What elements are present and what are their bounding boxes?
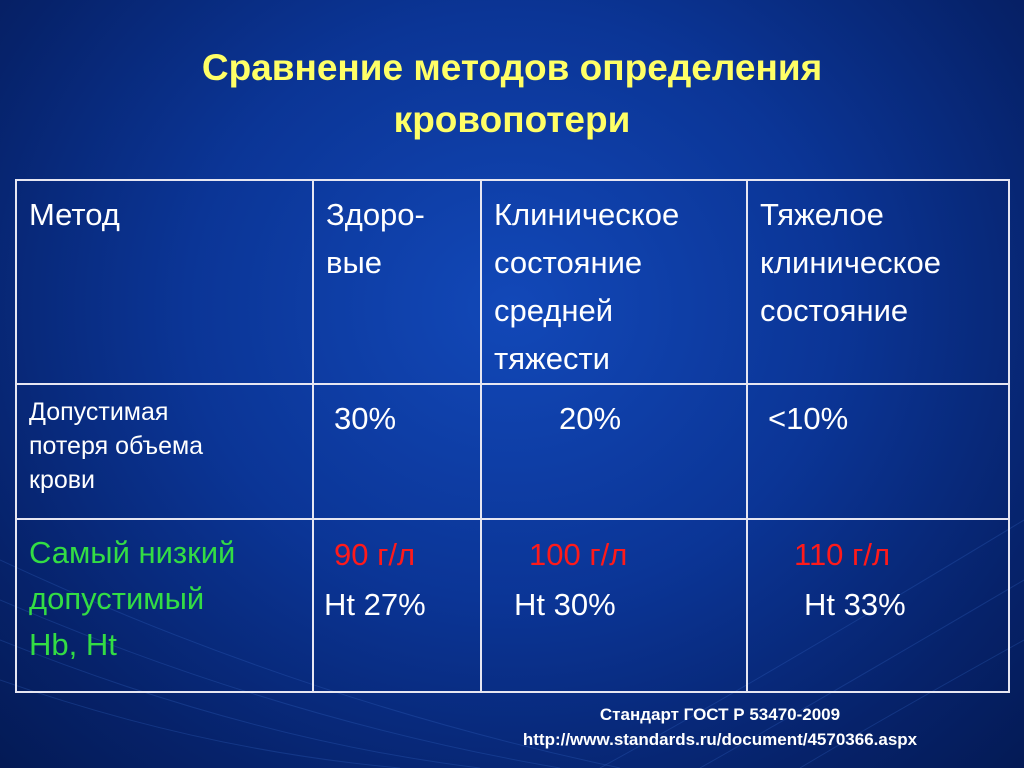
volume-healthy-value: 30% [334,401,397,436]
header-moderate-line-3: средней [494,293,614,328]
header-severe-line-1: Тяжелое [760,197,884,232]
header-cell-healthy: Здоро- вые [312,179,482,385]
volume-moderate-value: 20% [559,401,622,436]
header-cell-method: Метод [15,179,314,385]
comparison-table: Метод Здоро- вые Клиническое состояние с… [15,179,1010,693]
table-header-row: Метод Здоро- вые Клиническое состояние с… [15,179,1010,385]
volume-severe-cell: <10% [746,383,1010,520]
table-row-volume: Допустимая потеря объема крови 30% 20% <… [15,383,1010,520]
volume-label-line-1: Допустимая [29,398,169,426]
volume-severe-value: <10% [768,401,849,436]
title-line-1: Сравнение методов определения [201,47,823,88]
severe-ht-value: Ht 33% [804,587,906,622]
hb-severe-cell: 110 г/л Ht 33% [746,518,1010,693]
volume-label-line-3: крови [29,466,95,494]
header-healthy-line-1: Здоро- [326,197,425,232]
hb-label-line-1: Самый низкий [29,535,236,570]
volume-label-line-2: потеря объема [29,432,204,460]
severe-hb-value: 110 г/л [794,537,891,572]
header-moderate-line-2: состояние [494,245,643,280]
source-citation: Стандарт ГОСТ Р 53470-2009 http://www.st… [480,702,960,752]
table-row-hb-ht: Самый низкий допустимый Hb, Ht 90 г/л Ht… [15,518,1010,693]
header-method-label: Метод [29,197,120,232]
citation-url[interactable]: http://www.standards.ru/document/4570366… [522,730,918,749]
header-severe-line-3: состояние [760,293,909,328]
page-title: Сравнение методов определения кровопотер… [0,42,1024,146]
header-cell-moderate: Клиническое состояние средней тяжести [480,179,748,385]
title-line-2: кровопотери [393,99,631,140]
hb-moderate-cell: 100 г/л Ht 30% [480,518,748,693]
moderate-ht-value: Ht 30% [514,587,616,622]
header-severe-line-2: клиническое [760,245,942,280]
volume-healthy-cell: 30% [312,383,482,520]
hb-label-line-2: допустимый [29,581,205,616]
hb-label-line-3: Hb, Ht [29,627,117,662]
header-moderate-line-4: тяжести [494,341,610,376]
header-moderate-line-1: Клиническое [494,197,680,232]
healthy-ht-value: Ht 27% [324,587,426,622]
citation-standard: Стандарт ГОСТ Р 53470-2009 [599,705,841,724]
hb-label-cell: Самый низкий допустимый Hb, Ht [15,518,314,693]
healthy-hb-value: 90 г/л [334,537,416,572]
hb-healthy-cell: 90 г/л Ht 27% [312,518,482,693]
moderate-hb-value: 100 г/л [529,537,628,572]
header-cell-severe: Тяжелое клиническое состояние [746,179,1010,385]
header-healthy-line-2: вые [326,245,382,280]
volume-label-cell: Допустимая потеря объема крови [15,383,314,520]
volume-moderate-cell: 20% [480,383,748,520]
